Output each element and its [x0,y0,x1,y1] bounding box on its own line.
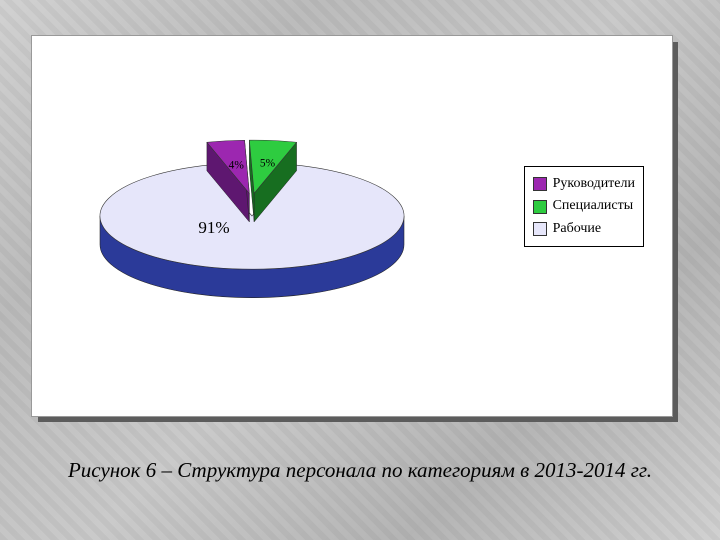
legend-item: Рабочие [533,218,635,240]
chart-card: 91% 4% 5% РуководителиСпециалистыРабочие [32,36,672,416]
legend-swatch [533,177,547,191]
page-background: 91% 4% 5% РуководителиСпециалистыРабочие Р… [0,0,720,540]
legend-swatch [533,222,547,236]
legend-swatch [533,200,547,214]
pie-chart: 91% 4% 5% [62,76,442,356]
legend: РуководителиСпециалистыРабочие [524,166,644,247]
legend-label: Специалисты [553,195,634,217]
legend-label: Рабочие [553,218,602,240]
legend-label: Руководители [553,173,635,195]
legend-item: Специалисты [533,195,635,217]
slice-label: 4% [229,159,245,171]
slice-label: 5% [260,157,276,169]
slice-label: 91% [198,218,229,237]
legend-item: Руководители [533,173,635,195]
figure-caption: Рисунок 6 – Структура персонала по катег… [0,458,720,483]
